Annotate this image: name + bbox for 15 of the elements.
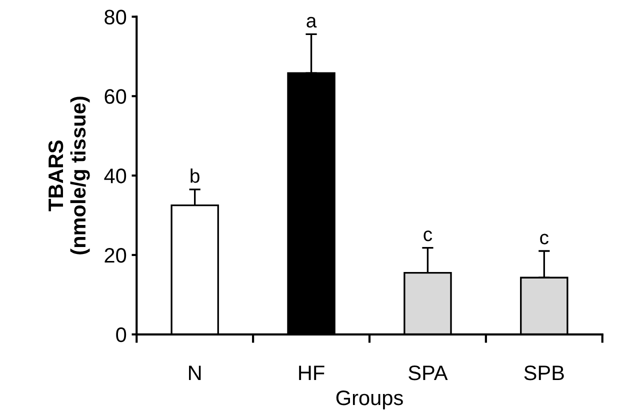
y-tick-label: 40 [104, 168, 126, 184]
annotation: c [424, 230, 432, 242]
x-tick-label: SPA [408, 366, 448, 380]
x-axis-title: Groups [336, 390, 403, 410]
y-tick-label: 20 [104, 248, 126, 263]
y-tick-label: 60 [104, 89, 126, 104]
x-tick-label: N [189, 366, 201, 380]
annotation: c [540, 234, 548, 244]
annotation: a [306, 16, 317, 28]
x-tick-label: SPB [524, 366, 564, 380]
annotation: b [190, 168, 200, 183]
y-axis-title: TBARS (nmole/g tissue) [48, 96, 90, 254]
x-tick-label: HF [299, 366, 324, 380]
y-tick-label: 0 [116, 327, 126, 342]
y-tick-label: 80 [104, 10, 126, 24]
